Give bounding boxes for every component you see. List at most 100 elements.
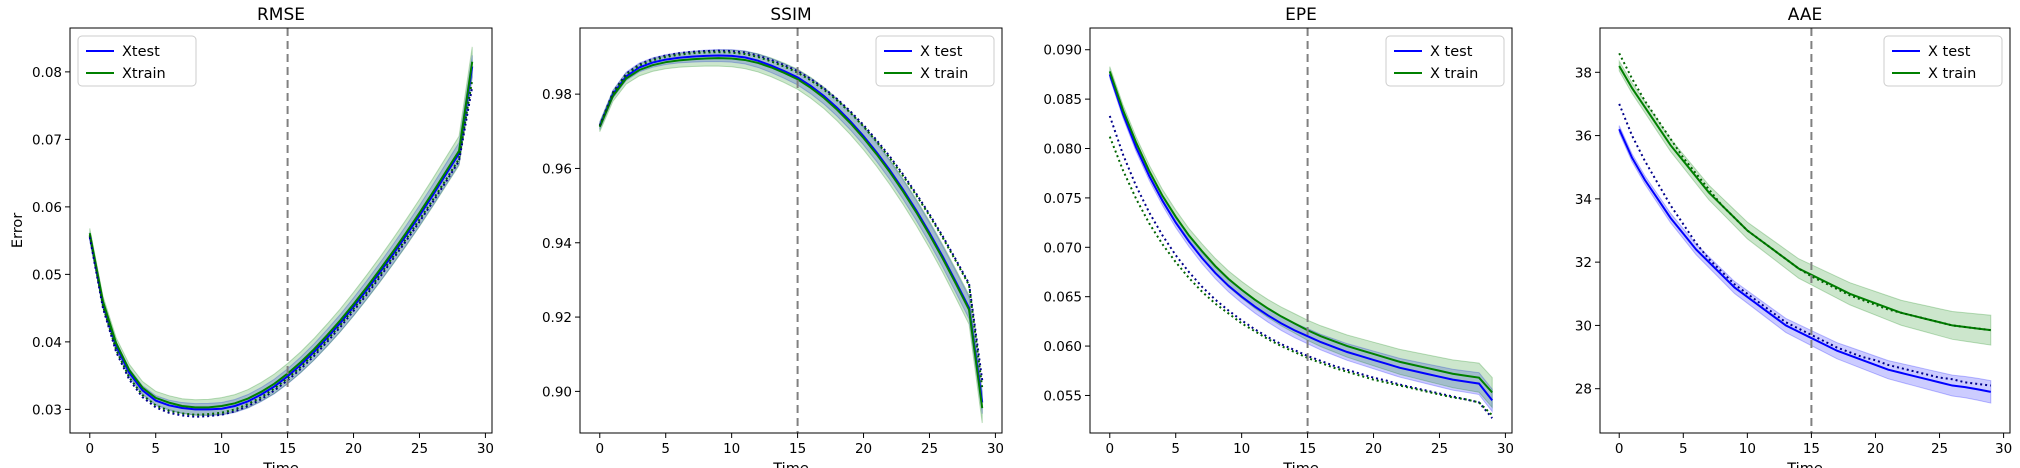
confidence-band-xtest [89, 55, 473, 416]
series-line-xtrain [88, 61, 474, 409]
x-tick-label: 15 [1803, 441, 1820, 457]
series-line-dotted-3 [1108, 136, 1493, 416]
x-tick-label: 15 [279, 441, 296, 457]
confidence-band-x-train [1109, 66, 1493, 409]
y-tick-label: 0.07 [32, 132, 62, 148]
x-tick-label: 30 [1497, 441, 1514, 457]
x-axis-label: Time [1786, 461, 1823, 468]
y-axis-label: Error [10, 213, 26, 248]
series-line-dotted-3 [88, 79, 474, 416]
x-tick-label: 0 [85, 441, 94, 457]
series-line-x-train [1618, 65, 1991, 332]
series-line-dotted-2 [1618, 103, 1991, 387]
chart-title: EPE [1285, 5, 1317, 25]
x-tick-label: 25 [921, 441, 938, 457]
y-tick-label: 30 [1575, 318, 1592, 334]
x-axis-label: Time [1282, 461, 1319, 468]
legend: X test X train [1385, 35, 1505, 87]
x-tick-label: 5 [151, 441, 160, 457]
confidence-band-x-train [1618, 59, 1992, 346]
x-tick-label: 30 [477, 441, 494, 457]
confidence-band-x-test [599, 49, 983, 414]
x-tick-label: 10 [213, 441, 230, 457]
legend-label: X train [1928, 66, 1976, 82]
x-axis-label: Time [262, 461, 299, 468]
x-tick-label: 10 [1739, 441, 1756, 457]
x-tick-label: 0 [595, 441, 604, 457]
y-tick-label: 0.04 [32, 335, 62, 351]
x-axis-label: Time [772, 461, 809, 468]
x-tick-label: 30 [1995, 441, 2012, 457]
series-line-dotted-3 [1618, 52, 1991, 332]
series-line-x-test [1108, 74, 1494, 402]
series-line-dotted-2 [88, 86, 474, 418]
legend: X test X train [875, 35, 995, 87]
x-tick-label: 0 [1615, 441, 1624, 457]
legend-label: X train [1430, 66, 1478, 82]
chart-title: RMSE [257, 5, 305, 25]
y-tick-label: 32 [1575, 255, 1592, 271]
x-tick-label: 10 [1233, 441, 1250, 457]
axes-frame [1089, 27, 1513, 434]
x-tick-label: 20 [345, 441, 362, 457]
y-tick-label: 0.065 [1043, 290, 1082, 306]
legend-label: Xtest [122, 44, 160, 60]
x-tick-label: 15 [1299, 441, 1316, 457]
x-tick-label: 0 [1105, 441, 1114, 457]
x-tick-label: 30 [987, 441, 1004, 457]
x-tick-label: 25 [1431, 441, 1448, 457]
x-tick-label: 10 [723, 441, 740, 457]
y-tick-label: 0.03 [32, 402, 62, 418]
confidence-band-x-test [1618, 125, 1992, 404]
x-tick-label: 25 [411, 441, 428, 457]
chart-panel-ssim: 0 5 10 15 20 25 30 0.90 0.92 0.94 0.96 0.98 SSIM Time… [542, 5, 1004, 468]
y-tick-label: 0.080 [1043, 142, 1082, 158]
y-tick-label: 0.90 [542, 384, 572, 400]
axes-frame [579, 27, 1003, 434]
chart-title: SSIM [770, 5, 811, 25]
y-tick-label: 0.085 [1043, 92, 1082, 108]
confidence-band-xtrain [89, 46, 473, 416]
y-tick-label: 0.090 [1043, 43, 1082, 59]
chart-title: AAE [1788, 5, 1822, 25]
x-tick-label: 25 [1931, 441, 1948, 457]
legend-label: X test [1430, 44, 1473, 60]
y-tick-label: 36 [1575, 129, 1592, 145]
y-tick-label: 0.92 [542, 310, 572, 326]
series-line-xtest [88, 66, 474, 411]
y-tick-label: 0.055 [1043, 388, 1082, 404]
series-line-x-test [1618, 128, 1991, 393]
y-tick-label: 0.98 [542, 87, 572, 103]
y-tick-label: 0.05 [32, 267, 62, 283]
y-tick-label: 28 [1575, 382, 1592, 398]
y-tick-label: 0.96 [542, 161, 572, 177]
axes-frame [69, 27, 493, 434]
x-tick-label: 20 [1365, 441, 1382, 457]
legend: Xtest Xtrain [77, 35, 197, 87]
y-tick-label: 0.06 [32, 200, 62, 216]
series-line-dotted-2 [1108, 115, 1493, 419]
y-tick-label: 38 [1575, 65, 1592, 81]
x-tick-label: 15 [789, 441, 806, 457]
series-line-x-train [598, 57, 984, 409]
legend-label: X test [920, 44, 963, 60]
series-line-dotted-3 [598, 51, 984, 388]
y-tick-label: 0.060 [1043, 339, 1082, 355]
x-tick-label: 5 [1171, 441, 1180, 457]
chart-panel-epe: 0 5 10 15 20 25 30 0.055 0.060 0.065 0.070 0.075 0.0… [1043, 5, 1514, 468]
x-tick-label: 5 [661, 441, 670, 457]
legend: X test X train [1883, 35, 2003, 87]
chart-panel-rmse: 0 5 10 15 20 25 30 0.03 0.04 0.05 0.06 0.07 0.08 RMSE… [10, 5, 494, 468]
series-line-dotted-2 [598, 49, 984, 381]
confidence-band-x-train [599, 49, 983, 424]
legend-label: Xtrain [122, 66, 166, 82]
y-tick-label: 0.070 [1043, 240, 1082, 256]
x-tick-label: 5 [1679, 441, 1688, 457]
y-tick-label: 34 [1575, 192, 1592, 208]
x-tick-label: 20 [1867, 441, 1884, 457]
series-line-x-train [1108, 71, 1493, 394]
y-tick-label: 0.94 [542, 236, 572, 252]
legend-label: X train [920, 66, 968, 82]
